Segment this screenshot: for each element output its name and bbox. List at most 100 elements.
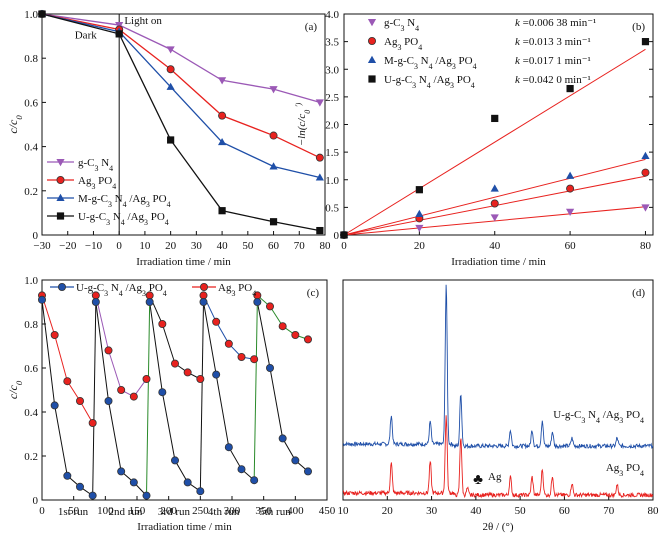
data-point — [170, 359, 179, 368]
data-point — [641, 38, 650, 46]
data-point — [217, 77, 227, 85]
data-point — [129, 478, 138, 487]
x-tick-label: 0 — [39, 505, 45, 517]
series-line — [41, 299, 93, 497]
data-point — [63, 377, 72, 386]
x-tick-label: 40 — [470, 505, 482, 517]
y-tick-label: 0.6 — [24, 363, 38, 375]
series-line — [41, 13, 321, 104]
panel-label: (c) — [307, 287, 320, 299]
data-point — [158, 388, 167, 397]
ag-marker-symbol: ♣ — [473, 472, 483, 488]
y-tick-label: 0.6 — [24, 97, 38, 109]
data-point — [183, 478, 192, 487]
data-point — [491, 114, 499, 123]
data-point — [303, 467, 312, 476]
x-tick-label: 400 — [287, 505, 304, 517]
light-on-annotation: Light on — [124, 15, 162, 27]
y-tick-label: 0 — [334, 230, 340, 242]
x-tick-label: 40 — [489, 240, 501, 252]
data-point — [76, 482, 85, 491]
x-tick-label: 10 — [139, 240, 151, 252]
y-tick-label: 1.0 — [24, 9, 38, 21]
data-point — [104, 346, 113, 355]
data-point — [269, 131, 278, 140]
data-point — [237, 465, 246, 474]
data-point — [158, 319, 167, 328]
panel-d: 10 20 30 40 50 60 70 80 2θ / (°) (d) U-g-C3 N4 /Ag… — [338, 279, 660, 533]
x-tick-label: −10 — [85, 240, 103, 252]
data-point — [415, 209, 424, 218]
data-point — [76, 396, 85, 405]
y-tick-label: 0.8 — [24, 53, 38, 65]
y-tick-label: 0 — [33, 495, 39, 507]
run-link-line — [146, 301, 151, 496]
legend-marker — [367, 19, 377, 27]
legend-label: g-C3 N4 — [78, 157, 113, 173]
x-tick-label: 80 — [648, 505, 660, 517]
run-link-line — [92, 301, 97, 496]
data-point — [565, 171, 575, 179]
data-point — [641, 204, 650, 212]
y-tick-label: 3.0 — [325, 64, 339, 76]
data-point — [50, 330, 59, 339]
y-tick-label: 1.0 — [24, 275, 38, 287]
data-point — [641, 151, 650, 159]
run-label: 2nd run — [109, 506, 143, 518]
data-point — [250, 476, 259, 485]
data-point — [315, 153, 324, 162]
series-line — [95, 301, 147, 496]
dark-annotation: Dark — [75, 29, 98, 41]
data-point — [641, 168, 650, 177]
x-tick-label: 20 — [382, 505, 394, 517]
series-line — [203, 295, 255, 360]
y-axis-label: c/c0 — [6, 380, 24, 399]
data-point — [340, 231, 348, 239]
y-tick-label: 0.4 — [24, 142, 38, 154]
data-point — [269, 218, 278, 226]
legend-k-value: k =0.013 3 min⁻¹ — [515, 36, 591, 48]
series-line — [41, 13, 320, 232]
x-tick-label: 20 — [165, 240, 177, 252]
x-tick-label: 250 — [192, 505, 209, 517]
legend-k-value: k =0.042 0 min⁻¹ — [515, 74, 591, 86]
x-tick-label: 60 — [565, 240, 577, 252]
legend-label: U-g-C3 N4 /Ag3 PO4 — [78, 211, 169, 227]
x-tick-label: 40 — [217, 240, 229, 252]
legend-marker — [56, 175, 65, 184]
x-tick-label: 70 — [603, 505, 615, 517]
y-tick-label: 4.0 — [325, 9, 339, 21]
panel-a: −30 −20 −10 0 10 20 30 40 50 60 70 80 0 0.2 0.4 0.6 0.8 1… — [6, 9, 331, 268]
data-point — [316, 226, 324, 235]
series-line — [41, 13, 321, 179]
y-tick-label: 1.5 — [325, 147, 339, 159]
data-point — [237, 352, 246, 361]
data-point — [278, 434, 287, 443]
y-tick-label: 0.2 — [24, 451, 38, 463]
series-line — [41, 13, 321, 159]
ag-annotation: Ag — [488, 471, 502, 483]
x-axis-label: Irradiation time / min — [451, 256, 546, 268]
y-axis-label: −ln(c/c0 ′) — [294, 102, 312, 146]
data-point — [315, 173, 324, 181]
x-tick-label: 10 — [338, 505, 350, 517]
data-point — [50, 401, 59, 410]
y-tick-label: 3.5 — [325, 37, 339, 49]
x-tick-label: 350 — [255, 505, 272, 517]
x-tick-label: 20 — [414, 240, 426, 252]
legend-label: Ag3 PO4 — [78, 175, 116, 191]
data-point — [303, 335, 312, 344]
data-point — [170, 456, 179, 465]
x-tick-label: 30 — [426, 505, 438, 517]
data-point — [166, 46, 175, 54]
data-point — [291, 330, 300, 339]
data-point — [88, 491, 97, 500]
panel-label: (d) — [632, 287, 645, 299]
x-tick-label: 450 — [319, 505, 336, 517]
x-tick-label: 100 — [97, 505, 114, 517]
x-tick-label: 50 — [515, 505, 527, 517]
legend-marker — [58, 282, 67, 291]
x-tick-label: 60 — [559, 505, 571, 517]
data-point — [117, 467, 126, 476]
